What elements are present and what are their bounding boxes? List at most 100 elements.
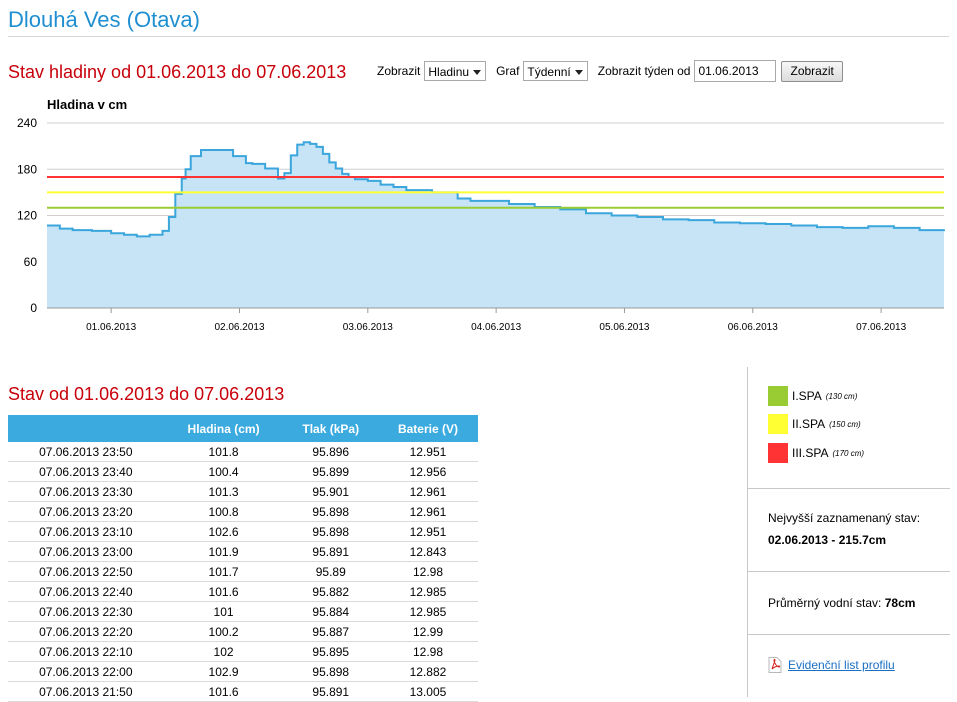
week-date-input[interactable] (694, 60, 777, 82)
cell-battery: 12.99 (377, 621, 478, 642)
cell-time: 07.06.2013 22:40 (8, 581, 164, 602)
show-label: Zobrazit (377, 64, 421, 78)
cell-pressure: 95.895 (283, 641, 378, 662)
cell-pressure: 95.891 (283, 541, 378, 562)
graph-select[interactable]: Týdenní (523, 61, 588, 81)
cell-battery: 12.843 (377, 541, 478, 562)
cell-pressure: 95.899 (283, 461, 378, 482)
cell-level: 101.3 (163, 481, 284, 502)
table-row: 07.06.2013 23:50 101.8 95.896 12.951 (8, 442, 478, 462)
page-title: Dlouhá Ves (Otava) (8, 7, 200, 32)
cell-battery: 13.005 (377, 681, 478, 702)
legend-label: III.SPA (792, 446, 829, 460)
sidebar-divider (748, 488, 950, 489)
x-tick-label: 04.06.2013 (471, 322, 521, 333)
max-level-block: Nejvyšší zaznamenaný stav: 02.06.2013 - … (768, 507, 920, 551)
table-row: 07.06.2013 23:00 101.9 95.891 12.843 (8, 541, 478, 562)
water-level-chart: 0 60 120 180 240 Hladina v cm 01.06.2013 02.06.… (17, 97, 945, 333)
cell-battery: 12.951 (377, 521, 478, 542)
graph-label: Graf (496, 64, 520, 78)
table-header-row: Hladina (cm) Tlak (kPa) Baterie (V) (8, 415, 478, 442)
cell-pressure: 95.89 (283, 561, 378, 582)
col-header-pressure: Tlak (kPa) (283, 415, 378, 442)
cell-battery: 12.985 (377, 601, 478, 622)
legend-label: I.SPA (792, 389, 822, 403)
profile-sheet-link-label: Evidenční list profilu (788, 658, 895, 672)
profile-sheet-link[interactable]: Evidenční list profilu (768, 657, 895, 673)
table-section-title: Stav od 01.06.2013 do 07.06.2013 (8, 384, 285, 404)
chart-section-title: Stav hladiny od 01.06.2013 do 07.06.2013 (8, 62, 347, 82)
cell-battery: 12.956 (377, 461, 478, 482)
max-level-value: 02.06.2013 - 215.7cm (768, 533, 887, 547)
cell-time: 07.06.2013 22:30 (8, 601, 164, 622)
x-tick-label: 05.06.2013 (599, 322, 649, 333)
cell-level: 100.4 (163, 461, 284, 482)
y-tick-label: 0 (30, 301, 37, 315)
x-tick-label: 02.06.2013 (214, 322, 264, 333)
cell-level: 102.9 (163, 661, 284, 682)
table-row: 07.06.2013 22:50 101.7 95.89 12.98 (8, 561, 478, 582)
week-label: Zobrazit týden od (597, 64, 691, 78)
show-button[interactable]: Zobrazit (781, 60, 843, 82)
chart-controls: Zobrazit Hladinu Graf Týdenní Zobrazit t… (377, 60, 843, 82)
cell-level: 101.9 (163, 541, 284, 562)
chevron-down-icon (574, 70, 583, 75)
cell-battery: 12.882 (377, 661, 478, 682)
level-area (47, 142, 944, 308)
cell-level: 101.7 (163, 561, 284, 582)
table-row: 07.06.2013 23:20 100.8 95.898 12.961 (8, 501, 478, 522)
cell-pressure: 95.898 (283, 501, 378, 522)
col-header-battery: Baterie (V) (377, 415, 478, 442)
cell-time: 07.06.2013 22:00 (8, 661, 164, 682)
x-tick-label: 06.06.2013 (728, 322, 778, 333)
show-select[interactable]: Hladinu (424, 61, 487, 81)
legend-label: II.SPA (792, 417, 826, 431)
cell-pressure: 95.891 (283, 681, 378, 702)
cell-level: 101.6 (163, 681, 284, 702)
cell-pressure: 95.896 (283, 442, 378, 462)
cell-time: 07.06.2013 23:10 (8, 521, 164, 542)
legend-note: (170 cm) (832, 448, 865, 458)
col-header-time (8, 415, 164, 442)
cell-time: 07.06.2013 23:40 (8, 461, 164, 482)
x-tick-label: 03.06.2013 (343, 322, 393, 333)
legend-swatch (768, 414, 788, 434)
cell-battery: 12.961 (377, 481, 478, 502)
table-row: 07.06.2013 23:40 100.4 95.899 12.956 (8, 461, 478, 482)
table-row: 07.06.2013 23:10 102.6 95.898 12.951 (8, 521, 478, 542)
col-header-level: Hladina (cm) (163, 415, 284, 442)
sidebar-divider (748, 571, 950, 572)
title-divider (8, 36, 949, 37)
cell-battery: 12.98 (377, 561, 478, 582)
legend-item-spa3: III.SPA (170 cm) (768, 443, 864, 463)
level-line (47, 141, 945, 238)
cell-time: 07.06.2013 22:10 (8, 641, 164, 662)
cell-time: 07.06.2013 23:30 (8, 481, 164, 502)
cell-time: 07.06.2013 23:00 (8, 541, 164, 562)
table-row: 07.06.2013 23:30 101.3 95.901 12.961 (8, 481, 478, 502)
cell-battery: 12.985 (377, 581, 478, 602)
table-row: 07.06.2013 22:20 100.2 95.887 12.99 (8, 621, 478, 642)
cell-level: 101.8 (163, 442, 284, 462)
cell-level: 100.2 (163, 621, 284, 642)
y-tick-label: 240 (17, 116, 37, 130)
legend-swatch (768, 443, 788, 463)
legend-item-spa2: II.SPA (150 cm) (768, 414, 861, 434)
y-tick-label: 60 (24, 255, 38, 269)
cell-time: 07.06.2013 22:20 (8, 621, 164, 642)
cell-pressure: 95.898 (283, 521, 378, 542)
cell-level: 100.8 (163, 501, 284, 522)
y-tick-label: 120 (17, 209, 37, 223)
x-tick-label: 01.06.2013 (86, 322, 136, 333)
legend-note: (130 cm) (825, 391, 858, 401)
cell-pressure: 95.884 (283, 601, 378, 622)
cell-time: 07.06.2013 23:20 (8, 501, 164, 522)
cell-level: 102.6 (163, 521, 284, 542)
cell-battery: 12.98 (377, 641, 478, 662)
table-row: 07.06.2013 22:30 101 95.884 12.985 (8, 601, 478, 622)
sidebar-divider (748, 634, 950, 635)
cell-time: 07.06.2013 23:50 (8, 442, 164, 462)
y-tick-label: 180 (17, 162, 37, 176)
cell-pressure: 95.882 (283, 581, 378, 602)
info-sidebar: I.SPA (130 cm) II.SPA (150 cm) III.SPA (… (747, 367, 957, 697)
